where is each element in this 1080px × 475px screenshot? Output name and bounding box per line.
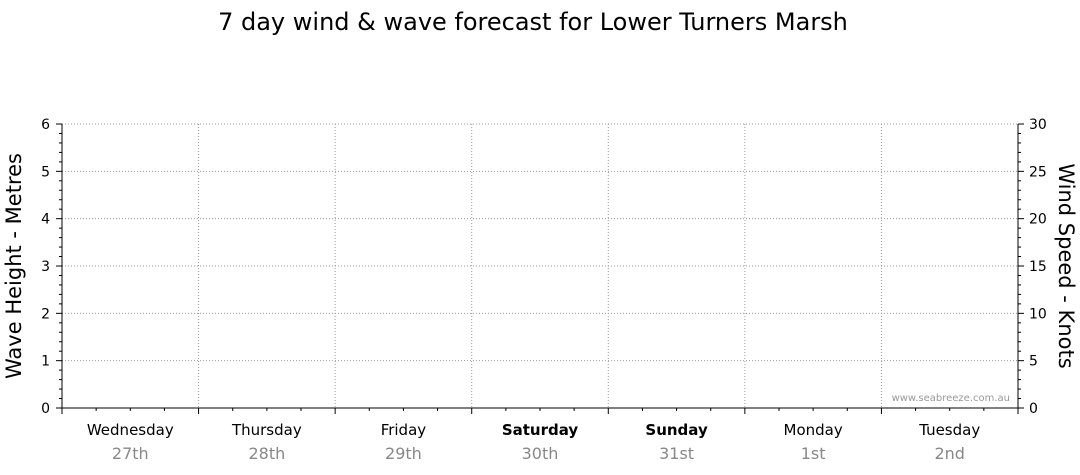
left-axis-title: Wave Height - Metres [2, 153, 26, 379]
watermark-text: www.seabreeze.com.au [892, 393, 1010, 404]
left-tick-label: 3 [41, 259, 50, 275]
day-date-label: 1st [801, 444, 826, 463]
right-tick-label: 25 [1029, 164, 1047, 180]
left-tick-label: 5 [41, 164, 50, 180]
day-name-label: Sunday [645, 421, 708, 439]
right-tick-label: 5 [1029, 354, 1038, 370]
day-date-label: 2nd [934, 444, 964, 463]
day-date-label: 30th [522, 444, 559, 463]
left-tick-label: 1 [41, 354, 50, 370]
day-date-label: 27th [112, 444, 149, 463]
day-date-label: 29th [385, 444, 422, 463]
right-tick-label: 10 [1029, 306, 1047, 322]
left-tick-label: 2 [41, 306, 50, 322]
right-tick-label: 15 [1029, 259, 1047, 275]
plot-area: 0 1 2 3 4 5 6 0 5 10 15 20 25 30 Wednesday 27th Thursday… [41, 117, 1047, 463]
left-tick-label: 6 [41, 117, 50, 133]
right-tick-label: 30 [1029, 117, 1047, 133]
chart-title: 7 day wind & wave forecast for Lower Tur… [218, 8, 848, 36]
day-date-label: 31st [659, 444, 694, 463]
day-date-label: 28th [248, 444, 285, 463]
left-tick-label: 0 [41, 401, 50, 417]
right-tick-label: 0 [1029, 401, 1038, 417]
left-tick-label: 4 [41, 212, 50, 228]
day-name-label: Friday [381, 421, 427, 439]
day-name-label: Saturday [502, 421, 579, 439]
day-name-label: Tuesday [918, 421, 980, 439]
day-name-label: Wednesday [87, 421, 174, 439]
day-name-label: Thursday [231, 421, 302, 439]
right-axis-title: Wind Speed - Knots [1054, 163, 1078, 368]
right-tick-label: 20 [1029, 212, 1047, 228]
day-name-label: Monday [784, 421, 843, 439]
